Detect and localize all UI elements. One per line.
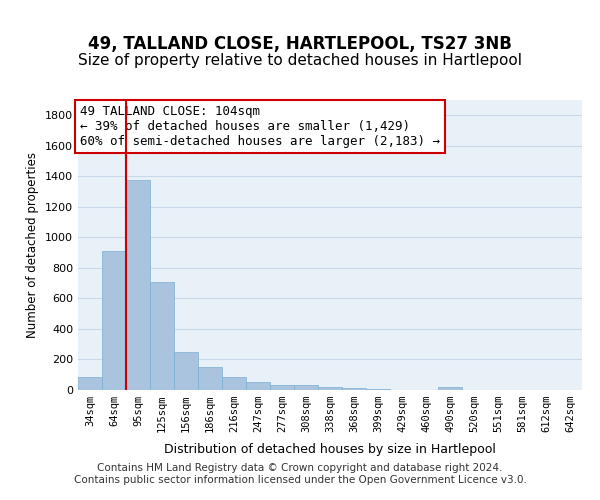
Text: 49 TALLAND CLOSE: 104sqm
← 39% of detached houses are smaller (1,429)
60% of sem: 49 TALLAND CLOSE: 104sqm ← 39% of detach… — [80, 104, 440, 148]
Bar — [198, 368, 222, 390]
Bar — [270, 386, 294, 390]
Text: Size of property relative to detached houses in Hartlepool: Size of property relative to detached ho… — [78, 52, 522, 68]
Bar — [246, 382, 270, 390]
Bar — [438, 388, 462, 390]
Text: 49, TALLAND CLOSE, HARTLEPOOL, TS27 3NB: 49, TALLAND CLOSE, HARTLEPOOL, TS27 3NB — [88, 35, 512, 53]
Bar — [102, 251, 126, 390]
Bar — [342, 388, 366, 390]
Y-axis label: Number of detached properties: Number of detached properties — [26, 152, 40, 338]
X-axis label: Distribution of detached houses by size in Hartlepool: Distribution of detached houses by size … — [164, 444, 496, 456]
Bar — [150, 282, 174, 390]
Bar — [294, 386, 318, 390]
Text: Contains HM Land Registry data © Crown copyright and database right 2024.
Contai: Contains HM Land Registry data © Crown c… — [74, 464, 526, 485]
Bar — [366, 389, 390, 390]
Bar — [174, 352, 198, 390]
Bar — [222, 376, 246, 390]
Bar — [126, 180, 150, 390]
Bar — [78, 377, 102, 390]
Bar — [318, 388, 342, 390]
